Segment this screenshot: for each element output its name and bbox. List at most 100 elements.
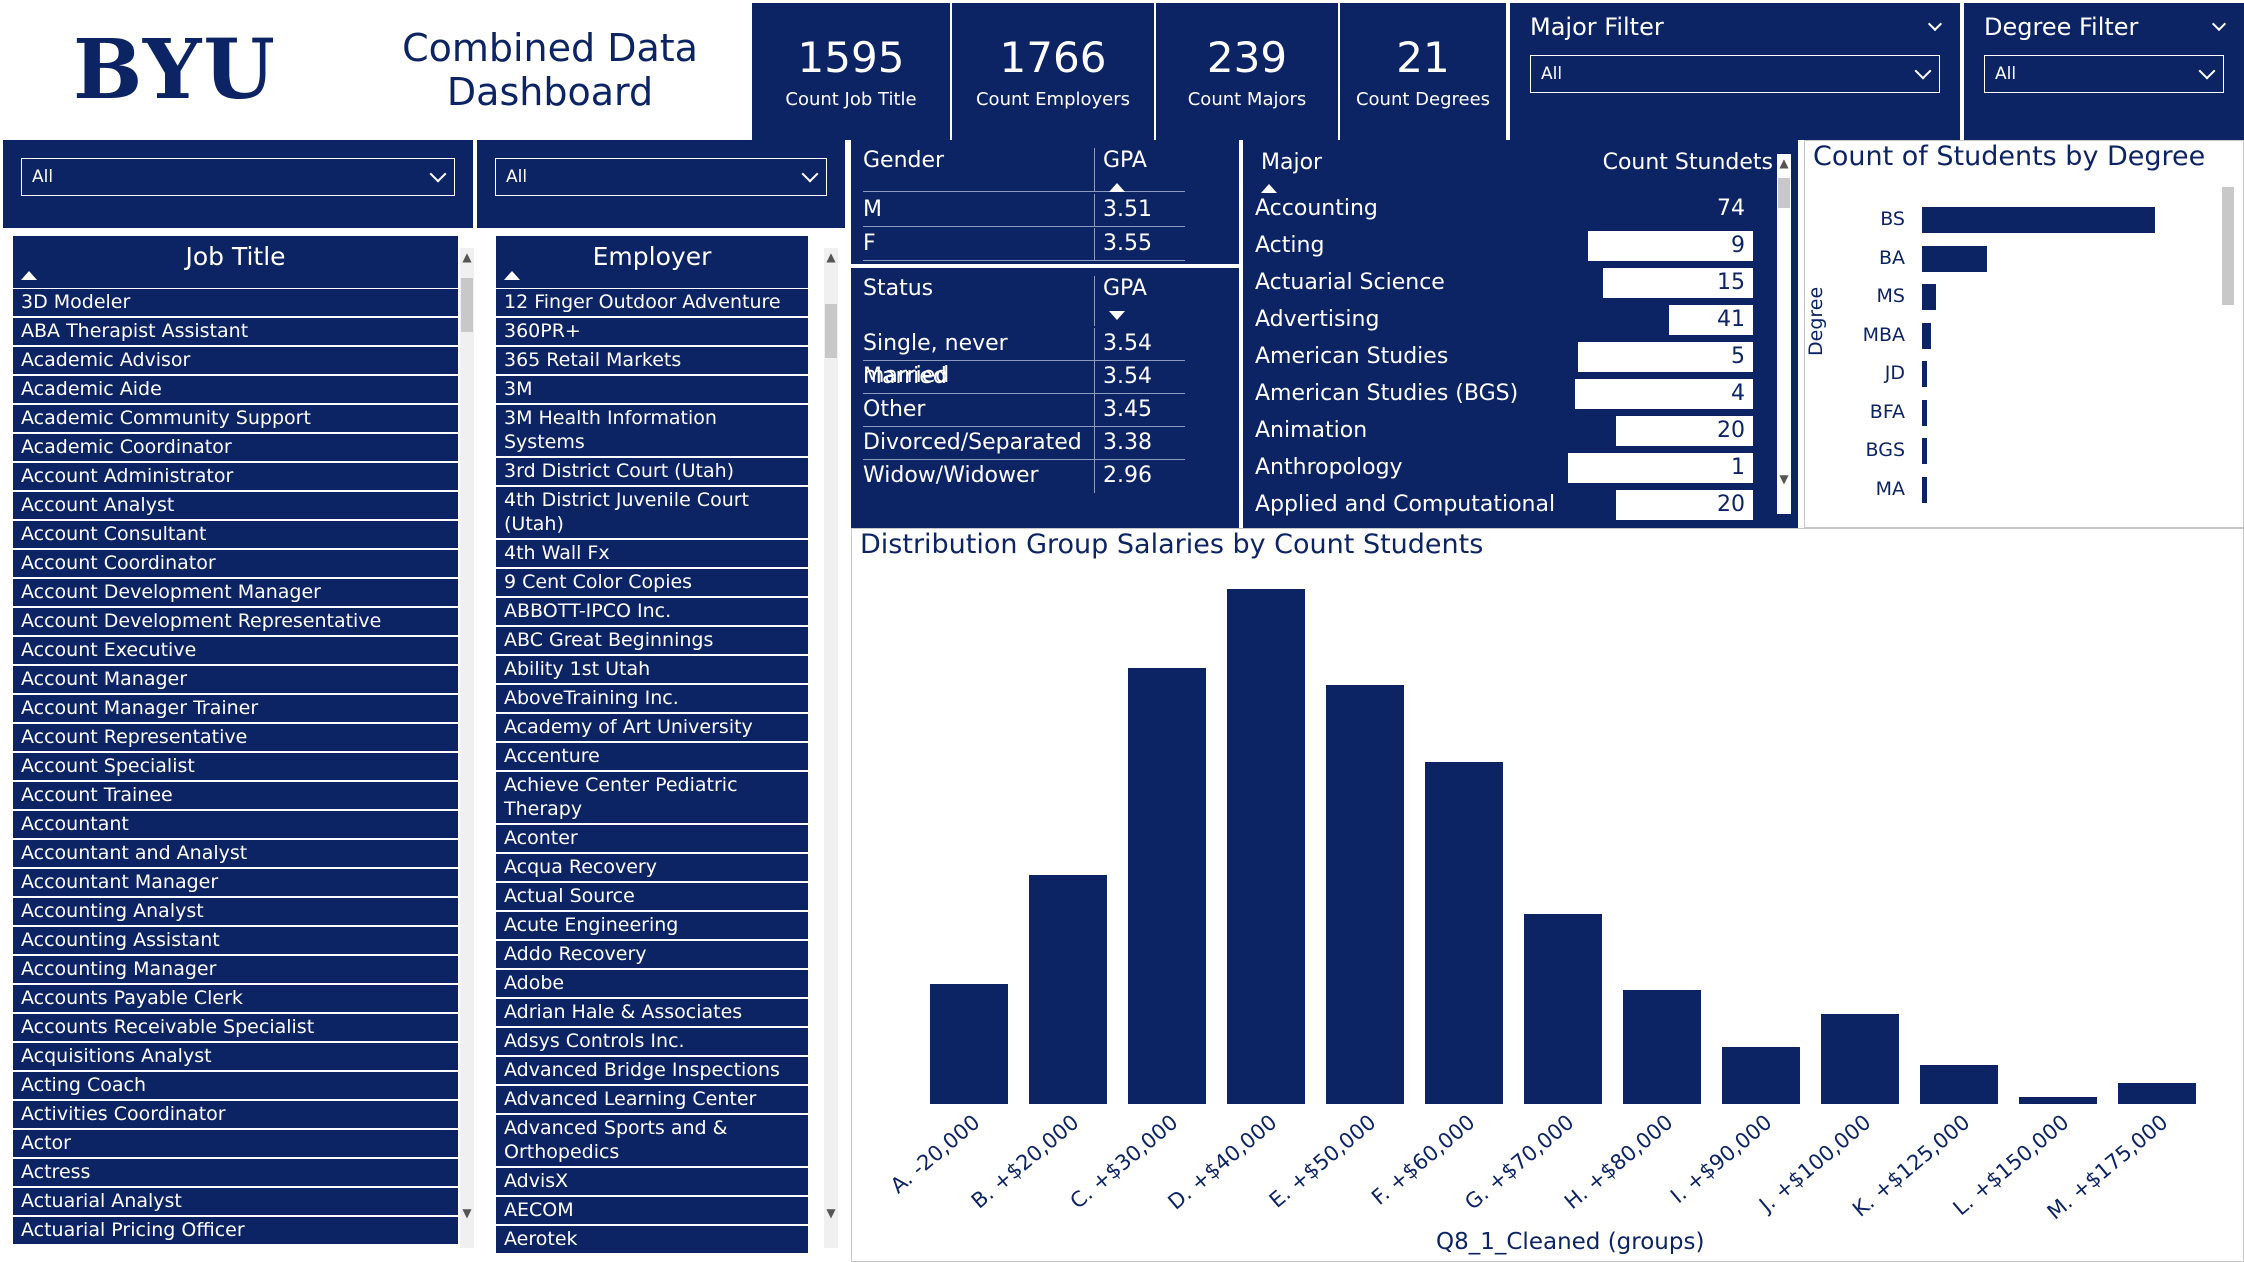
scrollbar-thumb[interactable] xyxy=(2222,187,2234,305)
table-row[interactable]: American Studies (BGS) 4 xyxy=(1253,377,1753,411)
list-item[interactable]: Actual Source xyxy=(496,883,808,910)
gpa-header[interactable]: GPA xyxy=(1103,276,1147,301)
list-item[interactable]: ABBOTT-IPCO Inc. xyxy=(496,598,808,625)
table-row[interactable]: Single, never married 3.54 xyxy=(863,328,1185,388)
table-row[interactable]: Divorced/Separated 3.38 xyxy=(863,427,1185,460)
status-header[interactable]: Status xyxy=(863,276,1095,326)
list-item[interactable]: Aerotek xyxy=(496,1226,808,1253)
table-row[interactable]: Animation 20 xyxy=(1253,414,1753,448)
degree-bar[interactable] xyxy=(1922,207,2155,233)
list-item[interactable]: 3D Modeler xyxy=(13,289,458,316)
list-item[interactable]: Adrian Hale & Associates xyxy=(496,999,808,1026)
table-row[interactable]: American Studies 5 xyxy=(1253,340,1753,374)
degree-bar[interactable] xyxy=(1922,399,1927,426)
gender-header[interactable]: Gender xyxy=(863,148,1095,191)
list-item[interactable]: Academic Coordinator xyxy=(13,434,458,461)
list-item[interactable]: Account Representative xyxy=(13,724,458,751)
list-item[interactable]: AECOM xyxy=(496,1197,808,1224)
table-row[interactable]: Married 3.54 xyxy=(863,361,1185,394)
salary-bar[interactable] xyxy=(930,983,1008,1104)
list-item[interactable]: 3rd District Court (Utah) xyxy=(496,458,808,485)
list-item[interactable]: 360PR+ xyxy=(496,318,808,345)
sort-ascending-icon[interactable] xyxy=(1261,184,1277,193)
table-row[interactable]: Actuarial Science 15 xyxy=(1253,266,1753,300)
list-item[interactable]: Advanced Sports and & Orthopedics xyxy=(496,1115,808,1166)
list-item[interactable]: Actuarial Analyst xyxy=(13,1188,458,1215)
salary-bar[interactable] xyxy=(1524,913,1602,1104)
list-item[interactable]: Accounting Analyst xyxy=(13,898,458,925)
list-item[interactable]: Advanced Learning Center xyxy=(496,1086,808,1113)
sort-ascending-icon[interactable] xyxy=(504,271,520,280)
list-item[interactable]: Accountant xyxy=(13,811,458,838)
chevron-down-icon[interactable] xyxy=(2211,16,2227,32)
scroll-down-icon[interactable]: ▼ xyxy=(1779,472,1789,486)
list-item[interactable]: Academy of Art University xyxy=(496,714,808,741)
salary-bar[interactable] xyxy=(1425,762,1503,1104)
list-item[interactable]: ABA Therapist Assistant xyxy=(13,318,458,345)
list-item[interactable]: Accounts Receivable Specialist xyxy=(13,1014,458,1041)
list-item[interactable]: Account Consultant xyxy=(13,521,458,548)
list-item[interactable]: Adsys Controls Inc. xyxy=(496,1028,808,1055)
list-item[interactable]: Activities Coordinator xyxy=(13,1101,458,1128)
list-item[interactable]: Addo Recovery xyxy=(496,941,808,968)
job-title-slicer-dropdown[interactable]: All xyxy=(21,158,455,196)
degree-bar[interactable] xyxy=(1922,438,1927,464)
list-item[interactable]: 9 Cent Color Copies xyxy=(496,569,808,596)
scrollbar-thumb[interactable] xyxy=(461,278,473,332)
list-item[interactable]: AdvisX xyxy=(496,1168,808,1195)
sort-descending-icon[interactable] xyxy=(1109,311,1125,320)
table-row[interactable]: Other 3.45 xyxy=(863,394,1185,427)
employer-slicer-dropdown[interactable]: All xyxy=(495,158,827,196)
degree-chart-scrollbar[interactable] xyxy=(2221,187,2235,517)
salary-bar[interactable] xyxy=(1227,589,1305,1104)
major-filter-dropdown[interactable]: All xyxy=(1530,55,1940,93)
sort-ascending-icon[interactable] xyxy=(1109,183,1125,192)
salary-bar[interactable] xyxy=(2019,1096,2097,1104)
degree-filter-dropdown[interactable]: All xyxy=(1984,55,2224,93)
list-item[interactable]: Account Executive xyxy=(13,637,458,664)
list-item[interactable]: Acute Engineering xyxy=(496,912,808,939)
list-item[interactable]: Actress xyxy=(13,1159,458,1186)
list-item[interactable]: Accountant and Analyst xyxy=(13,840,458,867)
employer-header[interactable]: Employer xyxy=(496,236,808,288)
salary-bar[interactable] xyxy=(1821,1013,1899,1104)
degree-bar[interactable] xyxy=(1922,322,1932,349)
list-item[interactable]: Account Trainee xyxy=(13,782,458,809)
table-row[interactable]: F 3.55 xyxy=(863,228,1185,261)
list-item[interactable]: Advanced Bridge Inspections xyxy=(496,1057,808,1084)
salary-bar[interactable] xyxy=(1623,989,1701,1104)
table-row[interactable]: Accounting 74 xyxy=(1253,192,1753,226)
list-item[interactable]: Accounting Manager xyxy=(13,956,458,983)
list-item[interactable]: Account Analyst xyxy=(13,492,458,519)
list-item[interactable]: Acting Coach xyxy=(13,1072,458,1099)
degree-bar[interactable] xyxy=(1922,361,1927,387)
table-row[interactable]: Applied and Computational 20 xyxy=(1253,488,1753,522)
list-item[interactable]: AboveTraining Inc. xyxy=(496,685,808,712)
list-item[interactable]: Acqua Recovery xyxy=(496,854,808,881)
major-scrollbar[interactable] xyxy=(1777,154,1791,514)
major-header[interactable]: Major xyxy=(1261,150,1323,175)
list-item[interactable]: Account Coordinator xyxy=(13,550,458,577)
list-item[interactable]: Achieve Center Pediatric Therapy xyxy=(496,772,808,823)
list-item[interactable]: Accounting Assistant xyxy=(13,927,458,954)
list-item[interactable]: 3M xyxy=(496,376,808,403)
table-row[interactable]: Advertising 41 xyxy=(1253,303,1753,337)
chevron-down-icon[interactable] xyxy=(1927,16,1943,32)
table-row[interactable]: M 3.51 xyxy=(863,194,1185,227)
list-item[interactable]: 12 Finger Outdoor Adventure xyxy=(496,289,808,316)
list-item[interactable]: Accenture xyxy=(496,743,808,770)
list-item[interactable]: 365 Retail Markets xyxy=(496,347,808,374)
list-item[interactable]: Actuarial Pricing Officer xyxy=(13,1217,458,1244)
scrollbar-thumb[interactable] xyxy=(1778,178,1790,208)
list-item[interactable]: Account Manager Trainer xyxy=(13,695,458,722)
salary-bar[interactable] xyxy=(1722,1046,1800,1104)
scroll-down-icon[interactable]: ▼ xyxy=(462,1206,472,1220)
scroll-up-icon[interactable]: ▲ xyxy=(1779,156,1789,170)
degree-bar[interactable] xyxy=(1922,245,1987,272)
list-item[interactable]: Aconter xyxy=(496,825,808,852)
list-item[interactable]: Account Manager xyxy=(13,666,458,693)
list-item[interactable]: 4th Wall Fx xyxy=(496,540,808,567)
sort-ascending-icon[interactable] xyxy=(21,271,37,280)
list-item[interactable]: Accountant Manager xyxy=(13,869,458,896)
list-item[interactable]: Acquisitions Analyst xyxy=(13,1043,458,1070)
